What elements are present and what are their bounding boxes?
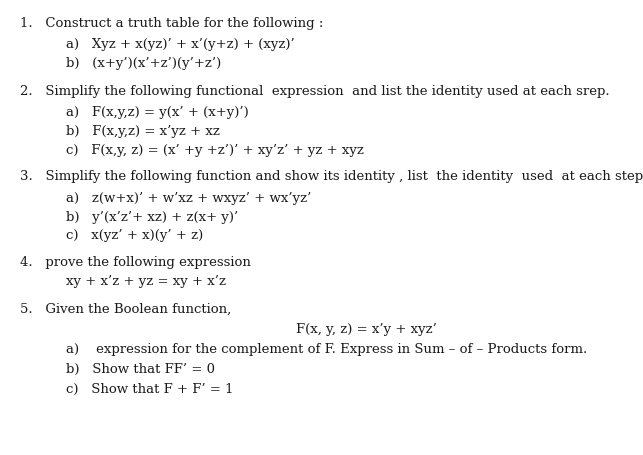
Text: b)   F(x,y,z) = x’yz + xz: b) F(x,y,z) = x’yz + xz <box>66 125 220 138</box>
Text: a)   F(x,y,z) = y(x’ + (x+y)’): a) F(x,y,z) = y(x’ + (x+y)’) <box>66 106 249 119</box>
Text: 5.   Given the Boolean function,: 5. Given the Boolean function, <box>21 303 231 315</box>
Text: 2.   Simplify the following functional  expression  and list the identity used a: 2. Simplify the following functional exp… <box>21 85 610 98</box>
Text: 3.   Simplify the following function and show its identity , list  the identity : 3. Simplify the following function and s… <box>21 171 643 183</box>
Text: F(x, y, z) = x’y + xyz’: F(x, y, z) = x’y + xyz’ <box>296 323 437 336</box>
Text: b)   (x+y’)(x’+z’)(y’+z’): b) (x+y’)(x’+z’)(y’+z’) <box>66 57 222 70</box>
Text: 1.   Construct a truth table for the following :: 1. Construct a truth table for the follo… <box>21 17 323 30</box>
Text: b)   Show that FF’ = 0: b) Show that FF’ = 0 <box>66 363 215 376</box>
Text: a)   Xyz + x(yz)’ + x’(y+z) + (xyz)’: a) Xyz + x(yz)’ + x’(y+z) + (xyz)’ <box>66 38 295 51</box>
Text: b)   y’(x’z’+ xz) + z(x+ y)’: b) y’(x’z’+ xz) + z(x+ y)’ <box>66 211 239 223</box>
Text: c)   Show that F + F’ = 1: c) Show that F + F’ = 1 <box>66 383 234 396</box>
Text: c)   x(yz’ + x)(y’ + z): c) x(yz’ + x)(y’ + z) <box>66 229 204 242</box>
Text: xy + x’z + yz = xy + x’z: xy + x’z + yz = xy + x’z <box>66 275 226 288</box>
Text: c)   F(x,y, z) = (x’ +y +z’)’ + xy’z’ + yz + xyz: c) F(x,y, z) = (x’ +y +z’)’ + xy’z’ + yz… <box>66 144 364 157</box>
Text: 4.   prove the following expression: 4. prove the following expression <box>21 256 251 269</box>
Text: a)   z(w+x)’ + w’xz + wxyz’ + wx’yz’: a) z(w+x)’ + w’xz + wxyz’ + wx’yz’ <box>66 192 312 205</box>
Text: a)    expression for the complement of F. Express in Sum – of – Products form.: a) expression for the complement of F. E… <box>66 344 588 356</box>
